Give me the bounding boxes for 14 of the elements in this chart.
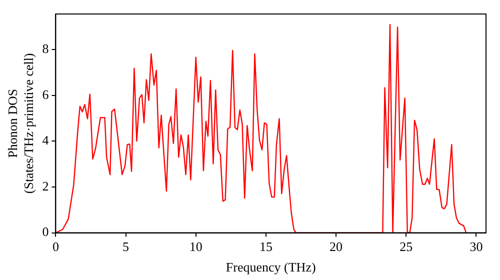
y-tick-label: 8 bbox=[42, 40, 49, 56]
x-axis-title: Frequency (THz) bbox=[226, 260, 316, 275]
x-tick-label: 25 bbox=[400, 239, 413, 254]
x-tick-label: 20 bbox=[330, 239, 343, 254]
y-tick-label: 0 bbox=[42, 224, 49, 240]
x-tick-label: 5 bbox=[122, 239, 130, 254]
x-tick-label: 15 bbox=[259, 239, 272, 254]
y-tick-label: 6 bbox=[42, 86, 50, 102]
y-tick-label: 4 bbox=[42, 132, 50, 148]
y-tick-label: 2 bbox=[42, 178, 49, 194]
x-tick-label: 30 bbox=[470, 239, 483, 254]
x-tick-label: 10 bbox=[189, 239, 202, 254]
y-axis-title: Phonon DOS (States/THz·primitive cell) bbox=[5, 53, 36, 194]
x-tick-label: 0 bbox=[52, 239, 59, 254]
